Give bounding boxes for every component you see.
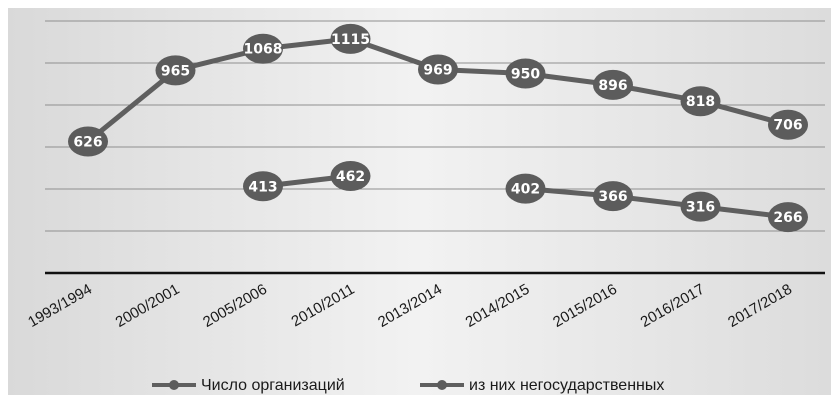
data-point	[155, 55, 196, 86]
data-label: 950	[511, 67, 540, 83]
legend-item-1: из них негосударственных	[420, 377, 664, 394]
legend-marker-1	[437, 380, 447, 390]
legend-label-1: из них негосударственных	[469, 377, 664, 394]
data-point	[505, 58, 546, 89]
series-group: 626 965 1068 1115 969 950 896 818 706 413 462 402 36…	[68, 23, 808, 233]
data-point	[680, 86, 721, 117]
data-point	[68, 126, 108, 157]
data-label: 316	[686, 200, 715, 216]
data-point	[768, 109, 808, 140]
series-line	[523, 186, 791, 220]
data-label: 969	[423, 63, 452, 79]
data-point	[680, 191, 721, 222]
data-label: 266	[773, 210, 802, 226]
data-point	[768, 202, 808, 233]
data-label: 965	[161, 63, 190, 79]
data-label: 818	[686, 94, 715, 110]
data-label: 1115	[331, 32, 370, 48]
data-label: 896	[598, 78, 627, 94]
data-point	[418, 54, 458, 85]
data-label: 626	[73, 135, 102, 151]
legend-item-0: Число организаций	[152, 377, 345, 394]
data-point	[593, 181, 633, 212]
data-label: 402	[511, 182, 540, 198]
legend-marker-0	[169, 380, 179, 390]
data-label: 706	[773, 118, 802, 134]
data-point	[243, 171, 283, 202]
series-0: 626 965 1068 1115 969 950 896 818 706	[68, 23, 808, 157]
data-point	[505, 173, 546, 204]
gridlines	[45, 20, 825, 232]
data-point	[330, 160, 371, 191]
data-point	[593, 69, 633, 100]
data-label: 366	[598, 189, 627, 205]
legend: Число организаций из них негосударственн…	[152, 377, 664, 394]
data-label: 462	[336, 169, 365, 185]
series-1: 413 462 402 366 316 266	[243, 160, 808, 233]
legend-label-0: Число организаций	[201, 377, 345, 394]
data-label: 413	[248, 179, 277, 195]
data-point	[330, 23, 371, 54]
data-point	[243, 33, 283, 64]
data-label: 1068	[244, 42, 283, 58]
